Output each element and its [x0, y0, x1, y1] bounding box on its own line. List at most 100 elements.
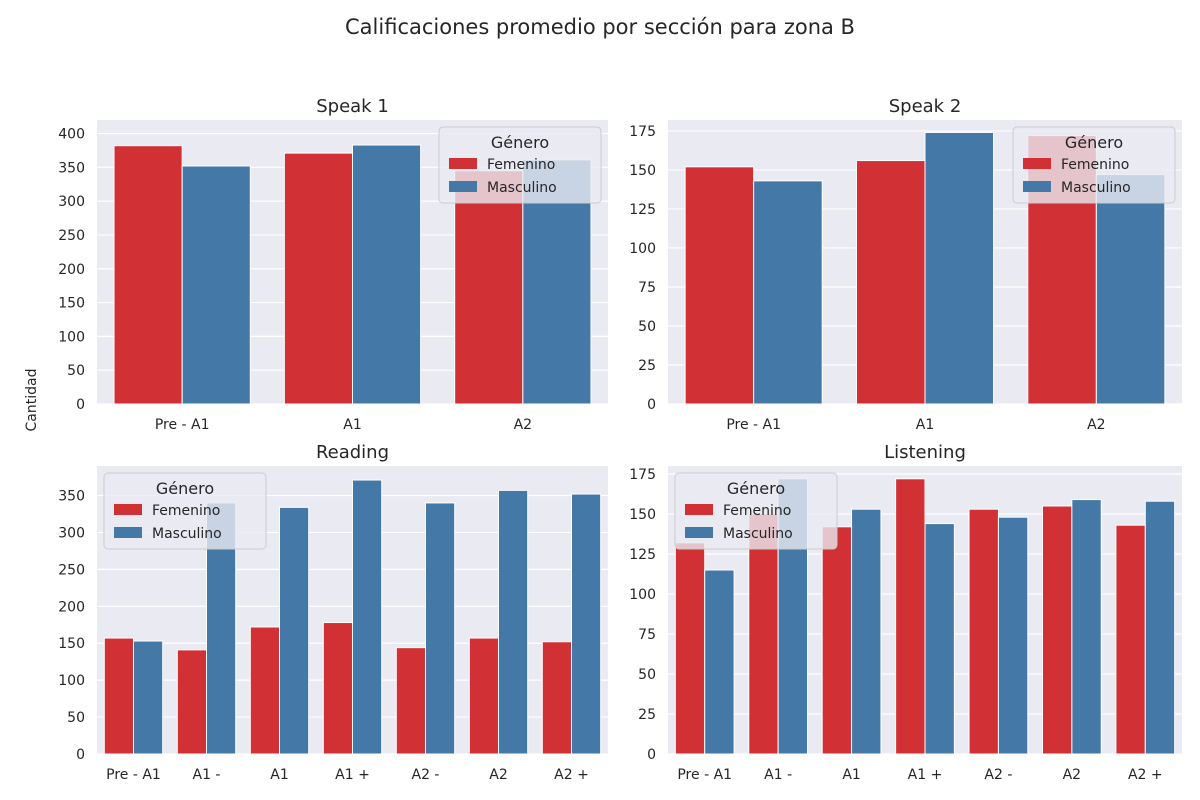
bar-femenino [454, 170, 524, 405]
bar-femenino [748, 513, 779, 755]
y-tick-label: 200 [58, 599, 85, 615]
y-tick-label: 250 [58, 562, 85, 578]
bar-femenino [1041, 505, 1073, 755]
bar-masculino [704, 569, 735, 755]
subplot-title: Speak 1 [316, 96, 389, 117]
x-tick-label: A1 [343, 417, 361, 433]
bar-femenino [322, 622, 353, 755]
legend-swatch [1023, 181, 1051, 192]
y-tick-label: 125 [629, 202, 656, 218]
x-tick-label: A1 - [193, 767, 221, 783]
bar-femenino [674, 542, 706, 755]
bar-masculino [753, 180, 823, 405]
x-tick-label: A2 + [554, 767, 589, 783]
bar-femenino [113, 145, 183, 405]
y-tick-label: 300 [58, 194, 85, 210]
x-tick-label: Pre - A1 [106, 767, 161, 783]
subplot-title: Speak 2 [889, 96, 962, 117]
x-tick-label: Pre - A1 [726, 417, 781, 433]
legend-swatch [449, 158, 477, 169]
x-tick-label: A1 [270, 767, 288, 783]
bar-masculino [352, 144, 422, 405]
legend-label: Masculino [152, 526, 222, 542]
bar-masculino [851, 508, 882, 755]
y-tick-label: 150 [58, 636, 85, 652]
bar-femenino [895, 478, 926, 755]
legend-swatch [1023, 158, 1051, 169]
subplot: 0 50 100 150 200 250 300 350 400 Pre - A1 A1 A2 Spea… [58, 96, 608, 433]
y-tick-label: 0 [647, 397, 656, 413]
x-tick-label: A2 [514, 417, 532, 433]
y-tick-label: 100 [58, 673, 85, 689]
y-tick-label: 150 [629, 163, 656, 179]
subplot-title: Reading [316, 442, 389, 463]
y-tick-label: 100 [629, 587, 656, 603]
x-tick-label: A1 [916, 417, 934, 433]
legend-title: Género [1065, 133, 1123, 152]
legend-box [103, 472, 267, 550]
y-tick-label: 25 [638, 358, 656, 374]
x-tick-label: A2 + [1128, 767, 1163, 783]
x-tick-label: A2 [1087, 417, 1105, 433]
legend-label: Femenino [723, 503, 791, 519]
legend-title: Género [491, 133, 549, 152]
legend-title: Género [727, 479, 785, 498]
figure-suptitle: Calificaciones promedio por sección para… [345, 15, 855, 39]
y-tick-label: 175 [629, 124, 656, 140]
legend-swatch [114, 527, 142, 538]
bar-masculino [924, 523, 955, 755]
y-tick-label: 350 [58, 160, 85, 176]
y-tick-label: 100 [629, 241, 656, 257]
y-tick-label: 0 [647, 747, 656, 763]
bar-masculino [571, 493, 602, 755]
bar-masculino [924, 131, 995, 405]
y-tick-label: 125 [629, 547, 656, 563]
bar-masculino [498, 489, 529, 755]
y-tick-label: 50 [67, 710, 85, 726]
x-tick-label: Pre - A1 [155, 417, 210, 433]
y-tick-label: 200 [58, 262, 85, 278]
x-tick-label: A1 - [764, 767, 792, 783]
bar-femenino [684, 166, 755, 405]
subplot: 0 50 100 150 200 250 300 350 Pre - A1 A1 - A1 A1 + A… [58, 442, 608, 783]
x-tick-label: A2 - [984, 767, 1012, 783]
legend-label: Masculino [723, 526, 793, 542]
bar-femenino [855, 160, 926, 405]
bar-masculino [1071, 499, 1102, 755]
y-tick-label: 100 [58, 329, 85, 345]
legend: Género Femenino Masculino [674, 472, 838, 550]
bar-masculino [1144, 500, 1176, 755]
bar-femenino [249, 626, 281, 755]
legend-box [674, 472, 838, 550]
y-tick-label: 350 [58, 489, 85, 505]
subplot: 0 25 50 75 100 125 150 175 Pre - A1 A1 - A1 A1 + A2 … [629, 442, 1182, 783]
y-tick-label: 250 [58, 228, 85, 244]
legend-label: Femenino [152, 503, 220, 519]
bar-femenino [395, 647, 426, 755]
legend-swatch [685, 527, 713, 538]
y-tick-label: 150 [629, 507, 656, 523]
legend-swatch [685, 504, 713, 515]
legend-title: Género [156, 479, 214, 498]
x-tick-label: A2 [489, 767, 507, 783]
bar-femenino [541, 641, 572, 755]
legend: Género Femenino Masculino [1012, 126, 1176, 204]
legend-label: Femenino [1061, 157, 1129, 173]
bar-femenino [821, 526, 853, 755]
x-tick-label: A1 [842, 767, 860, 783]
y-tick-label: 25 [638, 707, 656, 723]
legend-swatch [449, 181, 477, 192]
x-tick-label: A1 + [908, 767, 943, 783]
bar-femenino [1115, 524, 1146, 755]
bar-femenino [468, 637, 499, 755]
legend: Género Femenino Masculino [103, 472, 267, 550]
x-tick-label: A1 + [335, 767, 370, 783]
bar-masculino [279, 506, 310, 755]
y-tick-label: 175 [629, 467, 656, 483]
legend-box [1012, 126, 1176, 204]
x-tick-label: A2 - [412, 767, 440, 783]
bar-masculino [352, 479, 383, 755]
y-tick-label: 50 [638, 667, 656, 683]
bar-masculino [133, 640, 164, 755]
